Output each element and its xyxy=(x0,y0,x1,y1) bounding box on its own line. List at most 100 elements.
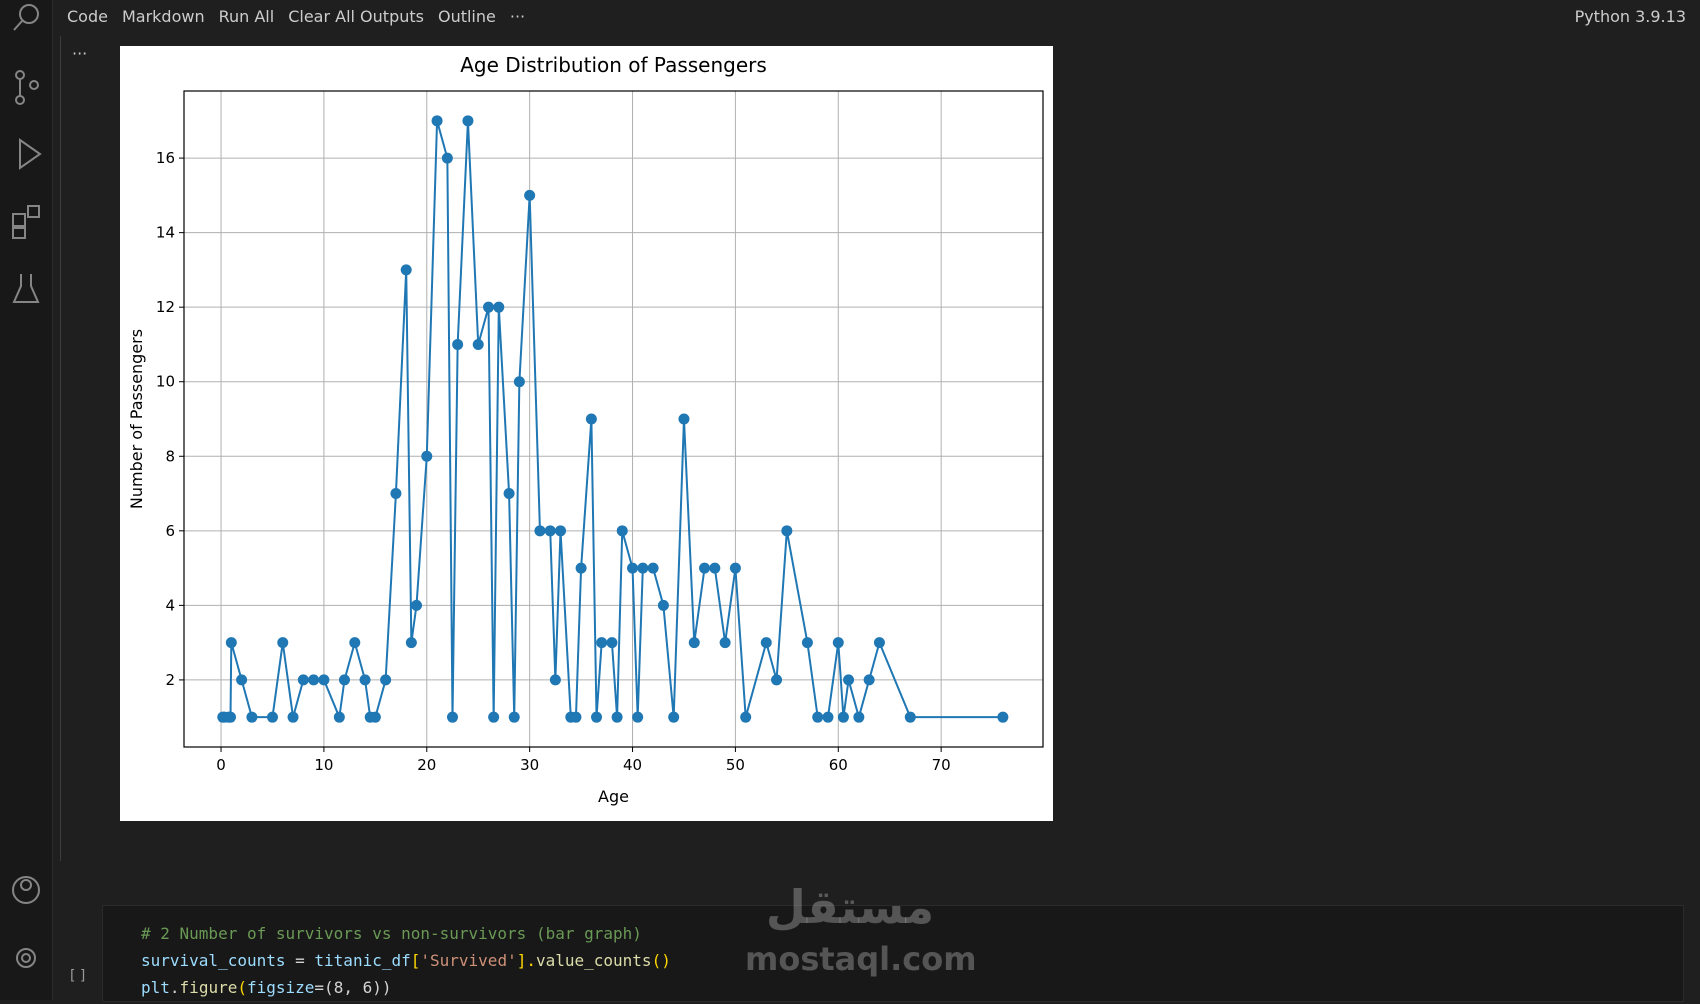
data-point xyxy=(266,711,278,723)
chart-title: Age Distribution of Passengers xyxy=(460,53,767,77)
data-point xyxy=(637,562,649,574)
data-point xyxy=(549,674,561,686)
notebook-toolbar: Code Markdown Run All Clear All Outputs Outl… xyxy=(53,0,1700,32)
code-token: = xyxy=(285,951,315,970)
x-tick-label: 60 xyxy=(829,756,848,774)
testing-icon[interactable] xyxy=(12,274,40,303)
run-debug-icon[interactable] xyxy=(19,138,42,170)
cell-status: [ ] xyxy=(70,968,86,984)
data-point xyxy=(524,189,536,201)
y-tick-label: 4 xyxy=(165,596,175,614)
data-point xyxy=(493,301,505,313)
chart: Age Distribution of Passengers Age Number … xyxy=(120,46,1053,821)
y-tick-label: 10 xyxy=(156,373,175,391)
toolbar-button[interactable]: Run All xyxy=(218,6,275,26)
y-tick-label: 16 xyxy=(156,149,175,167)
x-tick-label: 10 xyxy=(314,756,333,774)
data-point xyxy=(338,674,350,686)
toolbar-button[interactable]: Code xyxy=(67,6,108,26)
data-point xyxy=(534,525,546,537)
data-point xyxy=(570,711,582,723)
y-tick-label: 2 xyxy=(165,671,175,689)
data-point xyxy=(380,674,392,686)
settings-icon[interactable] xyxy=(16,948,36,968)
data-point xyxy=(441,152,453,164)
data-point xyxy=(657,599,669,611)
data-point xyxy=(863,674,875,686)
data-point xyxy=(873,637,885,649)
toolbar-button[interactable]: Outline xyxy=(437,6,496,26)
data-point xyxy=(488,711,500,723)
toolbar-more[interactable]: ··· xyxy=(509,6,526,26)
accounts-icon[interactable] xyxy=(12,876,40,904)
y-tick-label: 8 xyxy=(165,447,175,465)
extensions-icon[interactable] xyxy=(12,213,26,227)
toolbar-button[interactable]: Markdown xyxy=(121,6,205,26)
data-point xyxy=(421,450,433,462)
data-point xyxy=(585,413,597,425)
output-more[interactable]: ··· xyxy=(72,44,88,63)
data-point xyxy=(359,674,371,686)
data-point xyxy=(812,711,824,723)
data-point xyxy=(616,525,628,537)
activity-icons xyxy=(12,4,42,968)
code-cell[interactable]: # 2 Number of survivors vs non-survivors… xyxy=(102,905,1684,1002)
data-point xyxy=(555,525,567,537)
data-point xyxy=(997,711,1009,723)
data-point xyxy=(781,525,793,537)
data-point xyxy=(760,637,772,649)
x-tick-label: 50 xyxy=(726,756,745,774)
data-point xyxy=(575,562,587,574)
code-token: . xyxy=(169,978,180,997)
code-token: survival_counts xyxy=(141,951,286,970)
x-tick-label: 30 xyxy=(520,756,539,774)
data-point xyxy=(688,637,700,649)
data-point xyxy=(822,711,834,723)
y-tick-label: 12 xyxy=(156,298,175,316)
cell-border xyxy=(60,36,61,861)
watermark-logo: مستقل xyxy=(765,880,935,934)
data-line xyxy=(222,120,1003,721)
data-point xyxy=(843,674,855,686)
search-icon[interactable] xyxy=(19,4,39,24)
source-control-icon[interactable] xyxy=(15,70,25,80)
watermark-site: mostaql.com xyxy=(745,940,977,978)
code-token: # 2 Number of survivors vs non-survivors… xyxy=(141,924,642,943)
data-point xyxy=(596,637,608,649)
data-point xyxy=(740,711,752,723)
code-token: ( xyxy=(237,978,247,997)
code-token: 'Survived' xyxy=(420,951,517,970)
data-point xyxy=(236,674,248,686)
data-point xyxy=(225,637,237,649)
data-point xyxy=(627,562,639,574)
data-point xyxy=(297,674,309,686)
y-tick-label: 6 xyxy=(165,522,175,540)
x-axis-label: Age xyxy=(598,787,629,806)
x-tick-label: 0 xyxy=(216,756,226,774)
data-point xyxy=(369,711,381,723)
data-point xyxy=(853,711,865,723)
data-point xyxy=(277,637,289,649)
plot-frame xyxy=(183,90,1044,748)
data-point xyxy=(333,711,345,723)
kernel-picker[interactable]: Python 3.9.13 xyxy=(1574,6,1686,26)
code-token: titanic_df xyxy=(314,951,411,970)
code-token: ]. xyxy=(516,951,536,970)
data-point xyxy=(729,562,741,574)
x-tick-label: 20 xyxy=(417,756,436,774)
data-point xyxy=(483,301,495,313)
data-point xyxy=(224,711,236,723)
data-point xyxy=(719,637,731,649)
data-point xyxy=(390,488,402,500)
data-point xyxy=(405,637,417,649)
code-line: plt.figure(figsize=(8, 6)) xyxy=(141,978,391,997)
code-line: survival_counts = titanic_df['Survived']… xyxy=(141,951,671,970)
data-point xyxy=(647,562,659,574)
data-point xyxy=(431,115,443,127)
code-token: [ xyxy=(410,951,421,970)
toolbar-button[interactable]: Clear All Outputs xyxy=(288,6,424,26)
data-point xyxy=(544,525,556,537)
y-tick-label: 14 xyxy=(156,224,175,242)
data-point xyxy=(246,711,258,723)
